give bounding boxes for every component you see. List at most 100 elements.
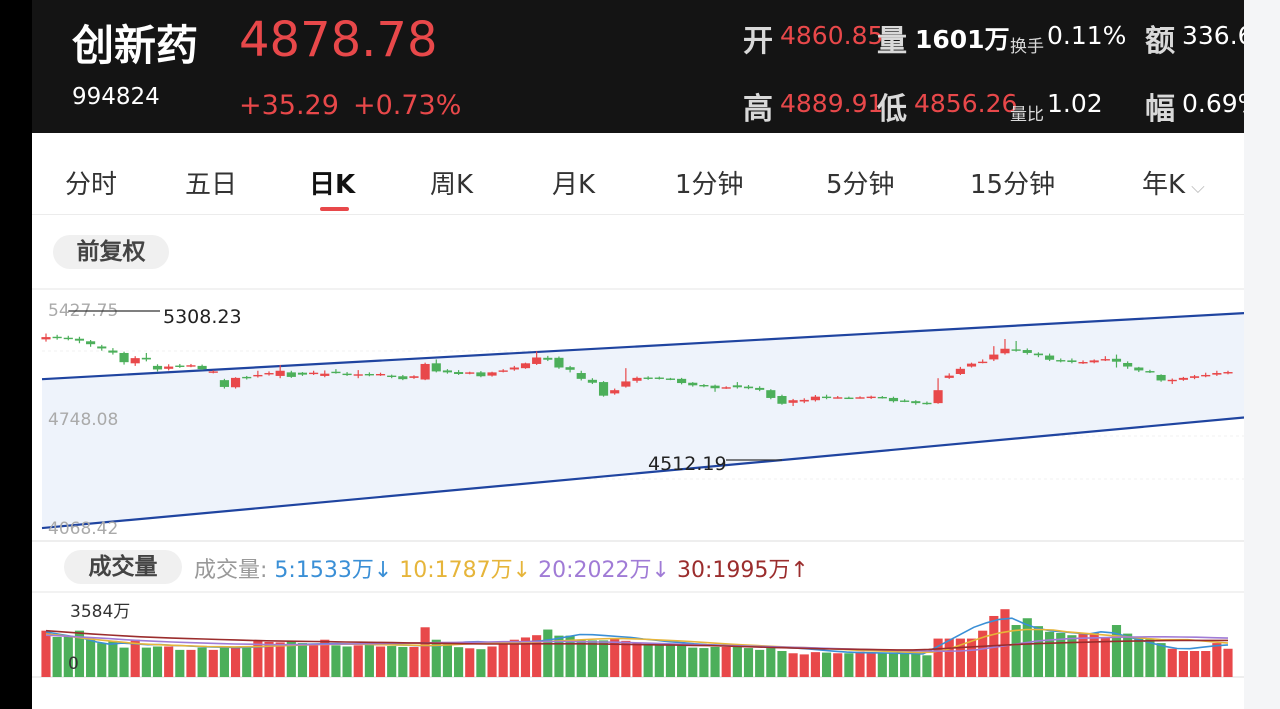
volume-bar: [1145, 639, 1155, 677]
candle-body: [409, 376, 419, 378]
candle-body: [777, 396, 787, 404]
volume-ma30-line: [45, 629, 1228, 651]
candle-body: [966, 363, 977, 367]
tab-15-minute[interactable]: 15分钟: [970, 170, 1056, 200]
volume-ma20-line: [45, 634, 1229, 653]
candle-body: [353, 374, 363, 376]
candle-body: [833, 397, 843, 399]
volume-bar: [844, 653, 854, 677]
volume-bar: [442, 644, 453, 677]
volume-bar: [1123, 633, 1133, 677]
tab-weekly-k[interactable]: 周K: [430, 170, 474, 200]
tab-1-minute[interactable]: 1分钟: [675, 170, 744, 200]
candle-body: [74, 338, 85, 341]
tab-intraday[interactable]: 分时: [65, 170, 118, 200]
candle-body: [175, 365, 185, 367]
volume-bar: [1022, 618, 1032, 677]
volume-bar: [1111, 625, 1122, 677]
tab-daily-k[interactable]: 日K: [309, 170, 356, 200]
amount-label: 额: [1145, 24, 1175, 59]
price-change-pct: +0.73%: [353, 90, 462, 121]
candle-body: [498, 370, 508, 372]
volume-bar: [978, 630, 988, 677]
volume-bar: [554, 635, 564, 677]
candle-body: [86, 341, 96, 345]
volume-bar: [41, 630, 51, 677]
volume-bar: [632, 643, 642, 677]
volume-bar: [398, 646, 408, 677]
volume-bar: [454, 647, 464, 677]
candle-body: [63, 337, 73, 340]
volume-bar: [520, 637, 531, 677]
candle-body: [1189, 376, 1200, 378]
candle-body: [375, 373, 386, 376]
volume-bar: [1156, 643, 1166, 677]
candle-body: [108, 350, 118, 353]
candle-body: [900, 400, 910, 402]
candle-body: [442, 370, 453, 373]
volume-bar: [688, 647, 698, 677]
candle-body: [1134, 367, 1144, 371]
high-annotation-label: 5308.23: [163, 306, 242, 328]
candle-body: [141, 357, 151, 360]
high-label: 高: [743, 92, 773, 127]
amount-value: 336.6: [1182, 21, 1244, 50]
candle-body: [286, 372, 296, 377]
candle-body: [1178, 377, 1188, 380]
chevron-down-icon: ⌵: [1191, 177, 1205, 198]
tab-five-day[interactable]: 五日: [185, 170, 238, 200]
volume-bar: [576, 640, 586, 677]
candle-body: [320, 373, 330, 376]
volume-bar: [665, 645, 676, 677]
volume-bar: [186, 649, 196, 677]
volume-bar: [509, 639, 519, 677]
candle-body: [732, 385, 742, 388]
ma5-legend: 5:1533万↓: [274, 558, 393, 583]
volume-bar: [431, 639, 441, 677]
candle-body: [810, 396, 820, 401]
candle-body: [978, 361, 988, 364]
volume-bar: [320, 639, 330, 677]
tab-monthly-k[interactable]: 月K: [552, 170, 596, 200]
candle-body: [454, 372, 464, 374]
candle-body: [487, 372, 497, 376]
candle-body: [866, 396, 876, 399]
volume-bar: [877, 652, 887, 677]
volume-bar: [364, 644, 374, 677]
volume-indicator-button[interactable]: 成交量: [64, 550, 182, 584]
candle-body: [755, 387, 765, 390]
adjust-button[interactable]: 前复权: [53, 235, 169, 269]
tab-yearly-k[interactable]: 年K ⌵: [1142, 164, 1205, 201]
candle-body: [554, 357, 564, 368]
ma30-legend: 30:1995万↑: [676, 558, 809, 583]
candle-body: [877, 396, 887, 399]
volume-bar: [1212, 643, 1222, 677]
candle-body: [955, 368, 965, 374]
volume-bar: [788, 653, 798, 677]
volume-bar: [130, 639, 140, 677]
amplitude-label: 幅: [1145, 92, 1175, 127]
tab-5-minute[interactable]: 5分钟: [826, 170, 895, 200]
candle-body: [911, 401, 921, 404]
volume-bar: [900, 653, 910, 677]
candle-body: [398, 376, 408, 380]
candle-body: [1078, 362, 1088, 364]
volume-ratio-value: 1.02: [1047, 89, 1103, 118]
candle-body: [888, 397, 899, 402]
volume-bar: [331, 645, 341, 677]
volume-bar: [1078, 634, 1088, 677]
candle-body: [610, 390, 620, 394]
y-tick-label: 4748.08: [48, 410, 118, 430]
volume-bar: [721, 646, 731, 677]
candle-body: [933, 390, 943, 404]
low-label: 低: [877, 92, 907, 127]
candle-body: [1212, 373, 1222, 375]
open-value: 4860.85: [780, 21, 884, 50]
candle-body: [855, 397, 865, 399]
volume-ma10-line: [45, 628, 1229, 654]
turnover-value: 0.11%: [1047, 21, 1127, 50]
volume-bar: [1178, 651, 1188, 677]
candle-body: [52, 336, 62, 339]
volume-ma-legend: 成交量: 5:1533万↓ 10:1787万↓ 20:2022万↓ 30:199…: [194, 552, 809, 584]
volume-bar: [1100, 637, 1110, 677]
